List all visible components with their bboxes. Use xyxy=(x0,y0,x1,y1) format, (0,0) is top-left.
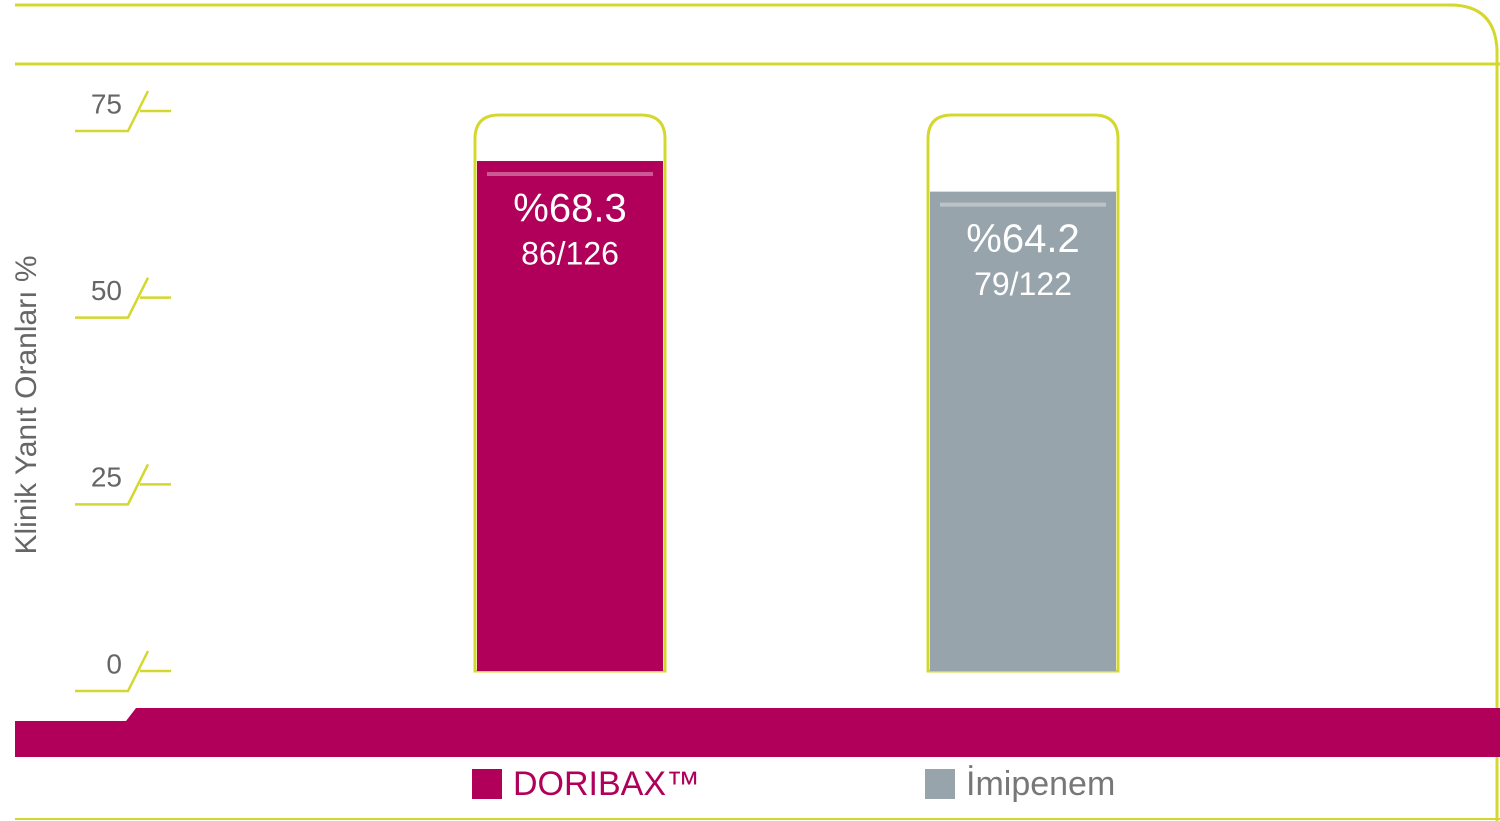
y-tick-label: 0 xyxy=(106,648,122,679)
bar-highlight xyxy=(487,172,653,177)
frame xyxy=(15,3,1499,821)
legend-swatch xyxy=(472,769,502,799)
tick-mark xyxy=(75,90,171,133)
legend-label: İmipenem xyxy=(966,765,1115,803)
y-tick-label: 25 xyxy=(91,462,122,493)
count-label: 86/126 xyxy=(521,235,619,271)
tick-mark xyxy=(75,277,171,319)
bar-highlight xyxy=(940,202,1106,207)
count-label: 79/122 xyxy=(974,266,1072,302)
legend-label: DORIBAX™ xyxy=(513,765,700,803)
tick-mark xyxy=(75,463,171,506)
y-tick-label: 50 xyxy=(91,275,122,306)
bar xyxy=(477,161,663,671)
base-band xyxy=(15,708,1500,757)
bar xyxy=(930,191,1116,671)
value-label: %68.3 xyxy=(513,187,626,231)
tick-mark xyxy=(75,650,171,693)
legend-swatch xyxy=(925,769,955,799)
value-label: %64.2 xyxy=(966,217,1079,261)
y-axis-label: Klinik Yanıt Oranları % xyxy=(10,255,43,554)
y-tick-label: 75 xyxy=(91,88,122,119)
